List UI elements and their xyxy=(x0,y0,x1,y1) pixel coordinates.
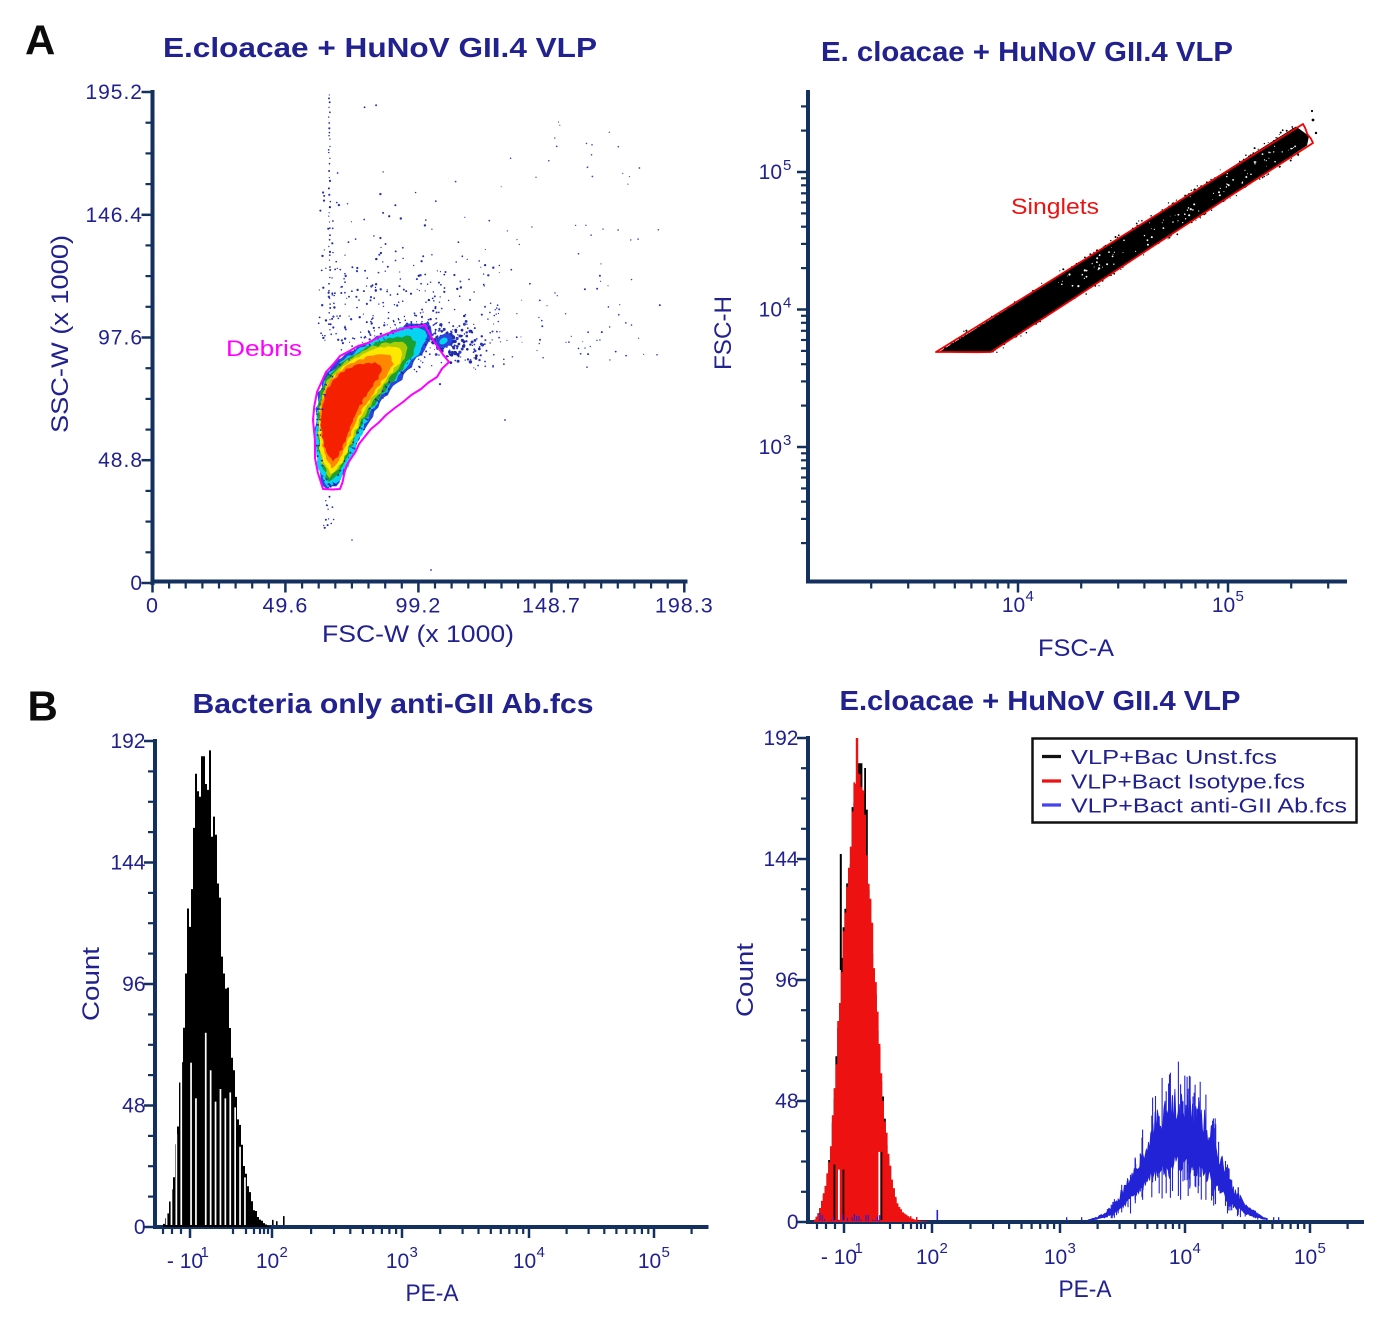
svg-text:- 10: - 10 xyxy=(821,1246,857,1269)
svg-text:10: 10 xyxy=(1044,1246,1067,1269)
svg-text:49.6: 49.6 xyxy=(262,594,308,618)
svg-text:99.2: 99.2 xyxy=(395,594,441,618)
svg-text:10: 10 xyxy=(759,161,782,184)
svg-text:195.2: 195.2 xyxy=(85,81,143,104)
svg-text:10: 10 xyxy=(256,1250,279,1273)
svg-text:2: 2 xyxy=(280,1244,288,1261)
svg-text:B: B xyxy=(28,683,58,730)
svg-text:1: 1 xyxy=(855,1240,863,1257)
svg-text:5: 5 xyxy=(783,157,791,174)
svg-text:10: 10 xyxy=(386,1250,409,1273)
svg-text:4: 4 xyxy=(783,295,791,312)
svg-text:10: 10 xyxy=(759,436,782,459)
svg-text:10: 10 xyxy=(1294,1246,1317,1269)
svg-text:PE-A: PE-A xyxy=(406,1280,459,1307)
svg-text:10: 10 xyxy=(1002,594,1025,617)
svg-text:192: 192 xyxy=(763,727,798,750)
svg-text:0: 0 xyxy=(787,1211,799,1234)
svg-text:4: 4 xyxy=(1026,588,1034,605)
svg-text:2: 2 xyxy=(940,1240,948,1257)
svg-text:146.4: 146.4 xyxy=(85,204,143,227)
svg-text:10: 10 xyxy=(1169,1246,1192,1269)
svg-text:0: 0 xyxy=(146,594,159,618)
svg-text:4: 4 xyxy=(1193,1240,1201,1257)
svg-text:144: 144 xyxy=(763,848,798,871)
svg-text:VLP+Bact Isotype.fcs: VLP+Bact Isotype.fcs xyxy=(1071,771,1305,794)
svg-text:5: 5 xyxy=(1236,588,1244,605)
svg-text:Debris: Debris xyxy=(226,336,302,361)
svg-text:E.cloacae + HuNoV GII.4 VLP: E.cloacae + HuNoV GII.4 VLP xyxy=(840,685,1241,716)
svg-text:48.8: 48.8 xyxy=(98,449,143,472)
svg-text:FSC-H: FSC-H xyxy=(710,296,737,370)
svg-text:97.6: 97.6 xyxy=(98,327,143,350)
svg-text:3: 3 xyxy=(1068,1240,1076,1257)
svg-text:96: 96 xyxy=(122,973,145,996)
svg-text:0: 0 xyxy=(130,572,143,595)
svg-text:Singlets: Singlets xyxy=(1011,194,1099,219)
svg-text:3: 3 xyxy=(783,432,791,449)
svg-text:PE-A: PE-A xyxy=(1059,1276,1112,1303)
svg-text:- 10: - 10 xyxy=(167,1250,203,1273)
svg-text:Count: Count xyxy=(78,947,105,1021)
svg-text:192: 192 xyxy=(110,730,145,753)
svg-text:96: 96 xyxy=(775,969,798,992)
svg-text:144: 144 xyxy=(110,852,145,875)
svg-text:VLP+Bact anti-GII Ab.fcs: VLP+Bact anti-GII Ab.fcs xyxy=(1071,795,1347,818)
svg-text:A: A xyxy=(25,17,55,64)
svg-text:48: 48 xyxy=(122,1095,145,1118)
svg-text:10: 10 xyxy=(916,1246,939,1269)
svg-text:1: 1 xyxy=(201,1244,209,1261)
svg-text:0: 0 xyxy=(134,1216,146,1239)
svg-text:4: 4 xyxy=(537,1244,545,1261)
svg-text:10: 10 xyxy=(638,1250,661,1273)
svg-text:5: 5 xyxy=(662,1244,670,1261)
svg-text:VLP+Bac Unst.fcs: VLP+Bac Unst.fcs xyxy=(1071,746,1277,769)
svg-text:E. cloacae + HuNoV GII.4 VLP: E. cloacae + HuNoV GII.4 VLP xyxy=(821,36,1233,67)
svg-text:Bacteria only anti-GII Ab.fcs: Bacteria only anti-GII Ab.fcs xyxy=(193,688,594,719)
svg-text:Count: Count xyxy=(732,943,759,1017)
svg-text:148.7: 148.7 xyxy=(522,594,581,618)
svg-text:5: 5 xyxy=(1318,1240,1326,1257)
svg-text:10: 10 xyxy=(1212,594,1235,617)
svg-text:198.3: 198.3 xyxy=(655,594,714,618)
svg-text:10: 10 xyxy=(513,1250,536,1273)
svg-text:3: 3 xyxy=(410,1244,418,1261)
svg-text:SSC-W (x 1000): SSC-W (x 1000) xyxy=(47,235,74,433)
svg-text:10: 10 xyxy=(759,299,782,322)
svg-text:FSC-A: FSC-A xyxy=(1038,635,1114,662)
svg-text:48: 48 xyxy=(775,1090,798,1113)
svg-text:FSC-W (x 1000): FSC-W (x 1000) xyxy=(322,621,514,648)
svg-text:E.cloacae + HuNoV GII.4 VLP: E.cloacae + HuNoV GII.4 VLP xyxy=(163,32,597,63)
